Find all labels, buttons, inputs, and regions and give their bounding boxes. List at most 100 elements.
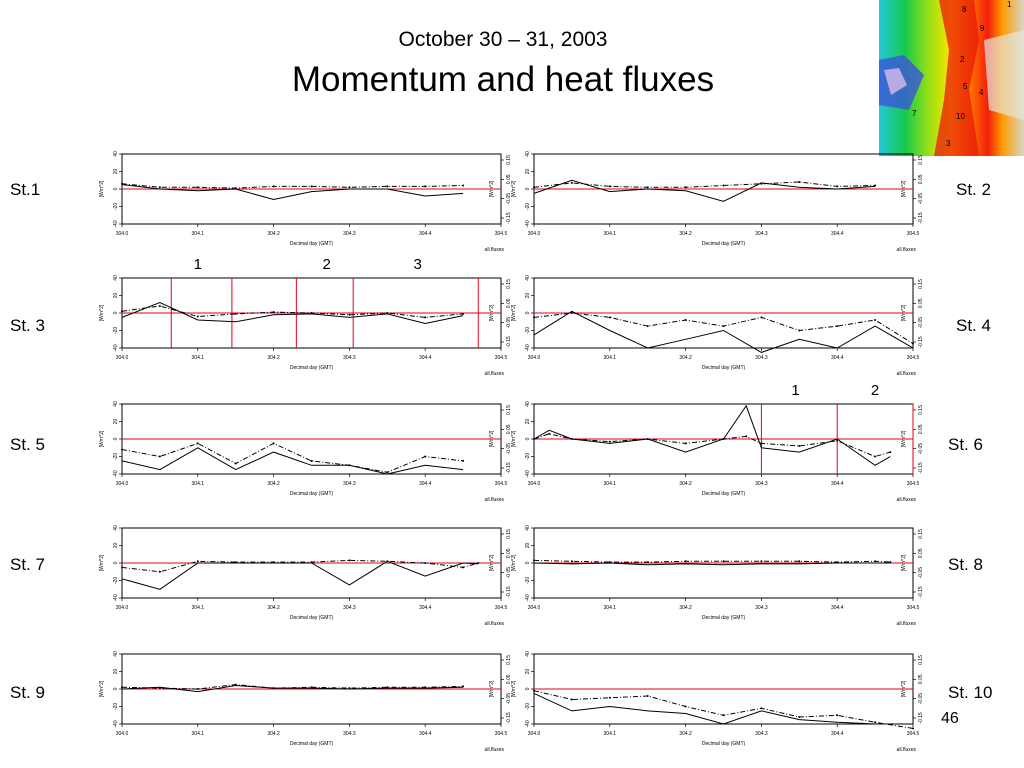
y-tick-label-left: 0	[525, 311, 531, 314]
data-point	[196, 442, 199, 445]
map-station-4: 4	[979, 88, 984, 97]
data-point	[386, 471, 389, 474]
y-tick-label-left: 20	[113, 293, 119, 299]
y-tick-label-left: -20	[525, 577, 531, 584]
x-tick-label: 304.1	[192, 731, 205, 737]
y-tick-label-right: 0.05	[918, 548, 924, 558]
chart-svg: 40200-20-40[Wm^2]0.150.05-0.05-0.15[Wm^2…	[511, 382, 924, 503]
series-line-dashed	[533, 559, 891, 563]
data-point	[722, 325, 725, 328]
x-tick-label: 304.2	[267, 231, 280, 237]
flux-chart-st6: 40 20 0 -20 -40 [Wm^2] 0.15 0.05 -0.05 -0.15 [Wm^2…	[511, 382, 924, 516]
y-tick-label-right: 0.15	[506, 655, 512, 665]
data-point	[272, 311, 275, 314]
flux-chart-st10: 40 20 0 -20 -40 [Wm^2] 0.15 0.05 -0.05 -0.15 [Wm^2…	[511, 648, 924, 766]
flux-chart-st4: 40 20 0 -20 -40 [Wm^2] 0.15 0.05 -0.05 -0.15 [Wm^2…	[511, 272, 924, 390]
y-tick-label-right: -0.15	[506, 586, 512, 598]
data-point	[608, 696, 611, 699]
y-tick-label-left: -40	[525, 720, 531, 727]
chart-footer-label: all.fluxes	[897, 621, 917, 627]
y-tick-label-left: -40	[113, 220, 119, 227]
data-point	[570, 560, 573, 563]
data-point	[196, 315, 199, 318]
data-point	[386, 312, 389, 314]
y-tick-label-right: -0.15	[506, 462, 512, 474]
data-point	[608, 316, 611, 319]
data-point	[158, 455, 161, 458]
station-label-10: St. 10	[948, 683, 993, 702]
y-tick-label-right: -0.15	[918, 712, 924, 724]
data-point	[570, 181, 573, 184]
data-point	[196, 560, 199, 563]
y-tick-label-left: 40	[113, 525, 119, 531]
x-tick-label: 304.4	[419, 231, 432, 237]
y-tick-label-right: 0.05	[506, 548, 512, 558]
data-point	[462, 685, 465, 688]
event-label: 1	[194, 256, 202, 273]
data-point	[348, 687, 351, 690]
x-tick-label: 304.4	[831, 731, 844, 737]
y-tick-label-left: -40	[113, 720, 119, 727]
y-tick-label-left: -20	[113, 327, 119, 334]
y-tick-label-left: 40	[525, 651, 531, 657]
x-axis-label: Decimal day (GMT)	[702, 491, 746, 497]
y-tick-label-left: -40	[113, 594, 119, 601]
data-point	[462, 184, 465, 187]
x-tick-label: 304.3	[755, 731, 768, 737]
data-point	[533, 559, 535, 562]
chart-footer-label: all.fluxes	[897, 371, 917, 377]
x-axis-label: Decimal day (GMT)	[290, 615, 334, 621]
event-label: 2	[871, 382, 879, 399]
data-point	[798, 181, 801, 183]
series-line-solid	[121, 447, 464, 475]
y-tick-label-left: 40	[525, 401, 531, 407]
y-tick-label-left: 0	[113, 687, 119, 690]
x-tick-label: 304.1	[604, 605, 617, 611]
x-tick-label: 304.1	[604, 481, 617, 487]
data-point	[646, 325, 649, 328]
data-point	[424, 185, 427, 188]
y-tick-label-right: -0.15	[918, 212, 924, 224]
data-point	[684, 186, 687, 189]
station-label-2: St. 2	[956, 180, 991, 199]
y-tick-label-right: 0.15	[506, 529, 512, 539]
y-tick-label-left: 40	[525, 151, 531, 157]
x-tick-label: 304.1	[192, 355, 205, 361]
chart-footer-label: all.fluxes	[485, 747, 505, 753]
x-tick-label: 304.1	[604, 731, 617, 737]
data-point	[798, 716, 801, 718]
y-tick-label-left: -20	[525, 203, 531, 210]
x-tick-label: 304.4	[419, 355, 432, 361]
x-tick-label: 304.0	[528, 731, 541, 737]
x-tick-label: 304.5	[907, 481, 920, 487]
chart-svg: 40200-20-40[Wm^2]0.150.05-0.05-0.15[Wm^2…	[511, 651, 924, 753]
y-tick-label-right: 0.05	[506, 674, 512, 684]
data-point	[836, 439, 839, 442]
y-tick-label-left: 0	[525, 561, 531, 564]
y-tick-label-right: 0.05	[918, 298, 924, 308]
y-tick-label-left: 0	[525, 687, 531, 690]
data-point	[424, 686, 427, 689]
x-tick-label: 304.5	[495, 355, 508, 361]
x-tick-label: 304.5	[907, 605, 920, 611]
chart-footer-label: all.fluxes	[897, 747, 917, 753]
data-point	[684, 319, 687, 321]
data-point	[684, 442, 687, 445]
chart-footer-label: all.fluxes	[897, 247, 917, 253]
y-tick-label-right: 0.15	[918, 405, 924, 415]
y-axis-label-left: [Wm^2]	[99, 554, 105, 571]
station-label-3: St. 3	[10, 316, 45, 335]
x-axis-label: Decimal day (GMT)	[702, 615, 746, 621]
station-label-8: St. 8	[948, 555, 983, 574]
series-line-dashed	[121, 684, 464, 690]
data-point	[234, 561, 237, 564]
x-tick-label: 304.0	[116, 481, 129, 487]
y-axis-label-left: [Wm^2]	[99, 680, 105, 697]
chart-svg: 40200-20-40[Wm^2]0.150.05-0.05-0.15[Wm^2…	[99, 525, 512, 627]
station-label-5: St. 5	[10, 435, 45, 454]
data-point	[836, 185, 839, 188]
data-point	[158, 186, 161, 189]
y-tick-label-right: -0.15	[506, 336, 512, 348]
terrain-map-image: 8 1 9 2 5 4 7 10 3	[879, 0, 1024, 156]
x-tick-label: 304.1	[192, 605, 205, 611]
